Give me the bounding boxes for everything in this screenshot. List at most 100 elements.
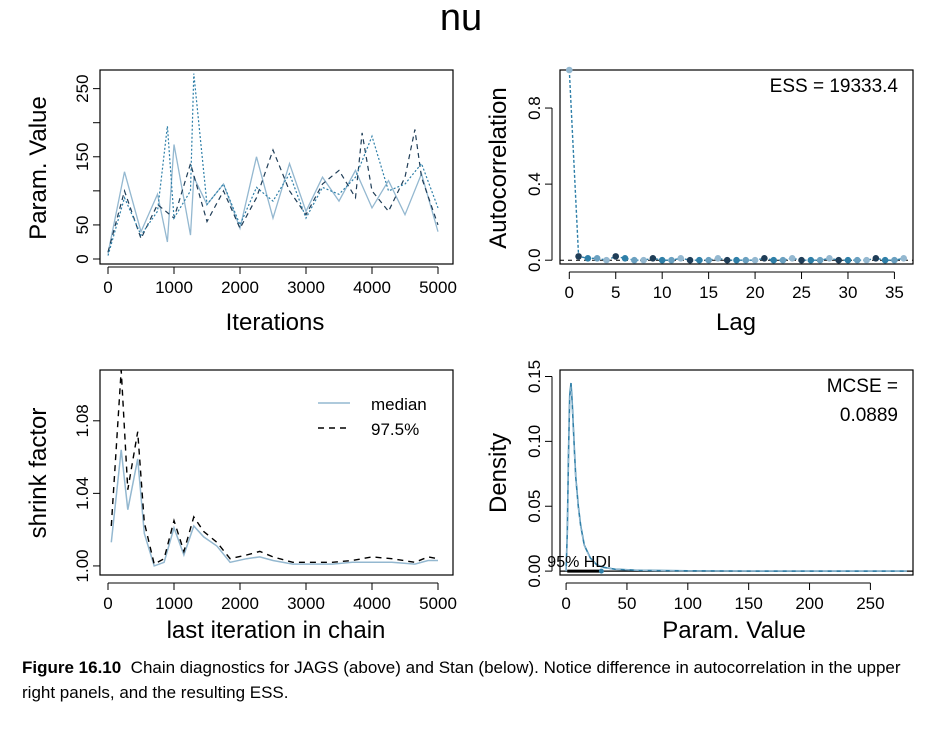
- autocorrelation-point: [863, 256, 870, 264]
- density-y-tick-label: 0.00: [525, 555, 544, 588]
- autocorrelation-point: [640, 256, 647, 264]
- density-x-tick-label: 50: [617, 594, 636, 613]
- autocorrelation-point: [891, 256, 898, 264]
- mcse-annotation-line1: MCSE =: [827, 376, 898, 397]
- mcse-annotation-line2: 0.0889: [840, 405, 898, 426]
- autocorrelation-x-tick-label: 0: [565, 283, 574, 302]
- shrink-x-tick-label: 5000: [419, 594, 457, 613]
- autocorrelation-point: [835, 256, 842, 264]
- autocorrelation-line: [568, 69, 904, 261]
- autocorrelation-point: [565, 66, 573, 74]
- autocorrelation-point: [788, 254, 796, 262]
- autocorrelation-plot-frame: [559, 69, 914, 265]
- trace-plot-frame: [99, 69, 454, 265]
- density-plot: 95% HDI 0 50 100 150 200 2500.000.050.100.15 …: [485, 360, 914, 644]
- trace-x-tick-label: 3000: [287, 278, 325, 297]
- autocorrelation-point: [696, 256, 703, 264]
- trace-ylabel: Param. Value: [25, 96, 52, 240]
- autocorrelation-point: [881, 256, 889, 264]
- autocorrelation-point: [649, 254, 657, 262]
- autocorrelation-point: [761, 254, 768, 262]
- trace-x-tick-label: 0: [103, 278, 112, 297]
- autocorrelation-y-tick-label: 0.8: [525, 96, 544, 120]
- shrink-x-tick-label: 4000: [353, 594, 391, 613]
- trace-x-tick-label: 5000: [419, 278, 457, 297]
- autocorrelation-x-tick-label: 5: [611, 283, 620, 302]
- autocorrelation-point: [584, 254, 592, 262]
- legend-median-label: median: [371, 395, 427, 414]
- autocorrelation-y-tick-label: 0.0: [525, 248, 544, 272]
- autocorrelation-point: [631, 256, 638, 264]
- autocorrelation-x-tick-label: 30: [839, 283, 858, 302]
- shrink-x-tick-label: 2000: [221, 594, 259, 613]
- autocorrelation-point: [677, 254, 685, 262]
- autocorrelation-x-tick-label: 10: [653, 283, 672, 302]
- autocorrelation-point: [770, 256, 777, 264]
- density-y-tick-label: 0.10: [525, 425, 544, 458]
- density-series-group: 95% HDI: [547, 382, 913, 574]
- autocorrelation-xlabel: Lag: [716, 309, 756, 336]
- trace-series-dotted: [107, 73, 439, 256]
- autocorrelation-y-tick-label: 0.4: [525, 172, 544, 196]
- density-ylabel: Density: [485, 433, 512, 513]
- density-x-tick-label: 0: [561, 594, 570, 613]
- autocorrelation-point: [779, 256, 787, 264]
- trace-axes: 0 1000 2000 3000 4000 5000 0 50 150 250: [73, 74, 457, 297]
- density-y-tick-label: 0.05: [525, 490, 544, 523]
- density-x-tick-label: 200: [795, 594, 823, 613]
- trace-y-tick-label: 150: [73, 143, 92, 171]
- autocorrelation-point: [853, 256, 861, 264]
- shrink-97-5-line: [110, 369, 439, 566]
- shrink-xlabel: last iteration in chain: [167, 617, 386, 644]
- autocorrelation-point: [705, 256, 712, 264]
- shrink-x-tick-label: 1000: [155, 594, 193, 613]
- autocorrelation-point: [807, 256, 815, 264]
- autocorrelation-point: [733, 256, 740, 264]
- shrink-y-tick-label: 1.08: [73, 404, 92, 437]
- trace-series-group: [107, 73, 439, 256]
- autocorrelation-point: [826, 254, 833, 262]
- figure-title: nu: [440, 0, 482, 39]
- density-x-tick-label: 250: [856, 594, 884, 613]
- autocorrelation-point: [872, 254, 880, 262]
- density-x-tick-label: 150: [734, 594, 762, 613]
- caption-label: Figure 16.10: [22, 658, 122, 677]
- figure-caption: Figure 16.10 Chain diagnostics for JAGS …: [22, 655, 927, 705]
- shrink-y-tick-label: 1.00: [73, 549, 92, 582]
- autocorrelation-axes: 0 5 10 15 20 25 30 35 0.0 0.4 0.8: [525, 96, 904, 302]
- trace-y-tick-label: 50: [73, 215, 92, 234]
- density-xlabel: Param. Value: [662, 617, 806, 644]
- shrink-x-tick-label: 0: [103, 594, 112, 613]
- trace-y-tick-label: 0: [73, 254, 92, 263]
- shrink-series-group: [110, 369, 439, 567]
- autocorrelation-point: [816, 256, 824, 264]
- autocorrelation-point: [798, 256, 805, 264]
- hdi-label: 95% HDI: [547, 554, 611, 571]
- autocorrelation-point: [900, 254, 908, 262]
- trace-y-tick-label: 250: [73, 74, 92, 102]
- autocorrelation-point: [844, 256, 852, 264]
- hdi-endpoint: [598, 568, 604, 574]
- autocorrelation-point: [593, 254, 601, 262]
- shrink-median-line: [110, 449, 438, 567]
- autocorrelation-point: [575, 253, 582, 260]
- autocorrelation-point: [658, 256, 666, 264]
- shrink-factor-plot: 0 1000 2000 3000 4000 5000 1.00 1.04 1.08 median…: [25, 369, 457, 644]
- autocorrelation-point: [742, 256, 750, 264]
- density-axes: 0 50 100 150 200 250 0.00 0.05 0.10 0.15: [525, 360, 885, 613]
- trace-xlabel: Iterations: [226, 309, 325, 336]
- autocorrelation-x-tick-label: 20: [746, 283, 765, 302]
- trace-series-dashed: [107, 129, 439, 253]
- shrink-axes: 0 1000 2000 3000 4000 5000 1.00 1.04 1.08: [73, 404, 457, 613]
- trace-plot: 0 1000 2000 3000 4000 5000 0 50 150 250 Iteration…: [25, 69, 457, 336]
- autocorrelation-plot: 0 5 10 15 20 25 30 35 0.0 0.4 0.8 ESS = 19333.4 La…: [485, 66, 914, 336]
- trace-x-tick-label: 4000: [353, 278, 391, 297]
- legend-97-5-label: 97.5%: [371, 420, 419, 439]
- shrink-legend: median 97.5%: [318, 395, 427, 439]
- density-x-tick-label: 100: [674, 594, 702, 613]
- autocorrelation-x-tick-label: 15: [699, 283, 718, 302]
- trace-x-tick-label: 1000: [155, 278, 193, 297]
- autocorrelation-ylabel: Autocorrelation: [485, 87, 512, 248]
- autocorrelation-point: [612, 253, 620, 260]
